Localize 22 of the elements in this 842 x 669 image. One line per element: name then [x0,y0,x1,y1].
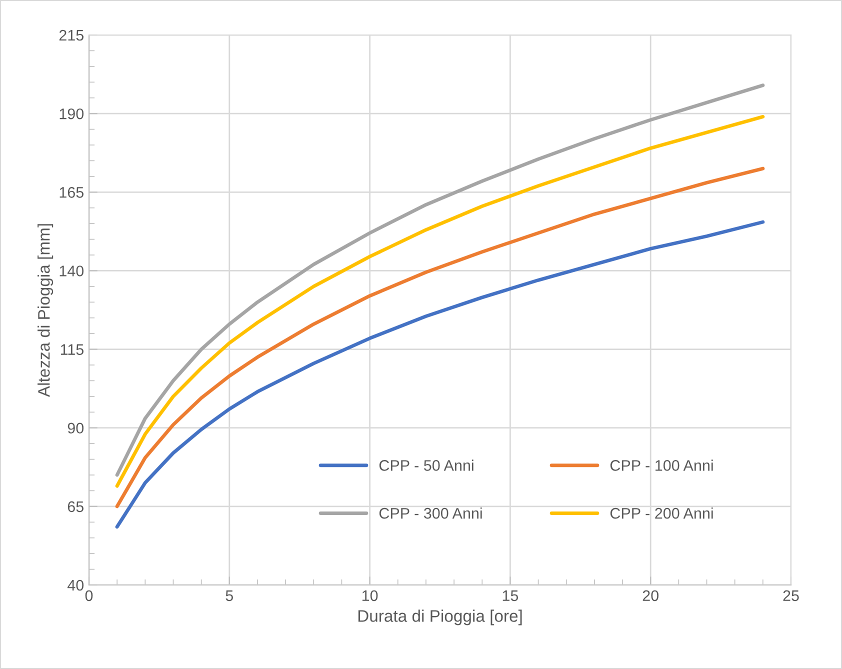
x-tick-label: 0 [85,590,93,602]
x-tick-label: 25 [783,590,799,602]
x-tick-label: 15 [502,590,518,602]
y-tick-label: 215 [59,30,84,41]
y-tick-label: 190 [60,108,84,120]
line-series [115,220,765,529]
y-tick-label: 65 [68,501,84,512]
y-tick-label: 115 [60,344,84,355]
legend-label: CPP - 200 Anni [610,508,713,519]
y-tick-label: 140 [60,266,84,276]
x-tick-label: 5 [226,590,234,602]
y-axis-title: Altezza di Pioggia [mm] [38,224,54,398]
legend-label: CPP - 100 Anni [610,460,713,471]
legend-label: CPP - 50 Anni [379,460,474,471]
y-tick-label: 165 [60,187,84,198]
y-tick-label: 90 [68,422,84,434]
legend-label: CPP - 300 Anni [379,508,482,519]
x-tick-label: 10 [362,590,378,602]
y-tick-label: 40 [68,580,84,591]
x-tick-label: 20 [642,590,658,602]
line-series [115,166,765,508]
x-axis-title: Durata di Pioggia [ore] [358,610,522,626]
